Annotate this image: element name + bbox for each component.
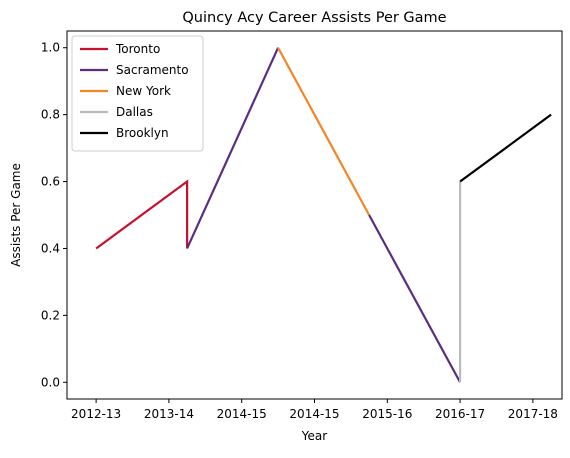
- y-axis-label: Assists Per Game: [9, 163, 23, 267]
- legend-box: [71, 35, 204, 152]
- legend-label: Toronto: [115, 42, 160, 56]
- y-tick-label: 0.0: [41, 375, 60, 389]
- plot-area: [66, 30, 563, 400]
- x-tick-label: 2017-18: [508, 407, 558, 421]
- y-axis: 0.0 0.2 0.4 0.6 0.8 1.0: [41, 41, 67, 389]
- series-line-new-york: [277, 47, 371, 216]
- series-line-sacramento: [368, 214, 462, 383]
- chart-legend: Toronto Sacramento New York Dallas Brooklyn: [71, 35, 204, 152]
- series-line-toronto: [95, 179, 189, 250]
- chart-title: Quincy Acy Career Assists Per Game: [182, 10, 446, 26]
- x-tick-label: 2012-13: [71, 407, 121, 421]
- series-line-sacramento: [186, 47, 280, 249]
- x-tick-label: 2015-16: [362, 407, 412, 421]
- x-tick-label: 2013-14: [144, 407, 194, 421]
- x-tick-label: 2014-15: [217, 407, 267, 421]
- y-tick-label: 0.8: [41, 108, 60, 122]
- x-axis-label: Year: [301, 429, 327, 443]
- legend-label: New York: [116, 84, 171, 98]
- y-tick-label: 1.0: [41, 41, 60, 55]
- y-tick-label: 0.6: [41, 175, 60, 189]
- y-tick-label: 0.2: [41, 308, 60, 322]
- x-tick-label: 2016-17: [435, 407, 485, 421]
- x-tick-label: 2014-15: [289, 407, 339, 421]
- y-tick-label: 0.4: [41, 241, 60, 255]
- x-axis: 2012-13 2013-14 2014-15 2014-15 2015-16 2016-…: [71, 399, 558, 421]
- legend-label: Brooklyn: [116, 126, 169, 140]
- legend-label: Sacramento: [116, 63, 189, 77]
- series-line-brooklyn: [459, 113, 552, 183]
- legend-label: Dallas: [116, 105, 153, 119]
